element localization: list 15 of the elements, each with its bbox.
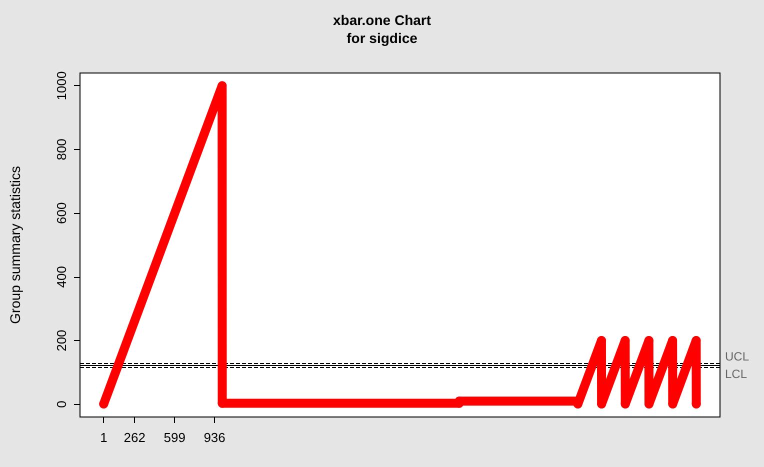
y-tick-label: 1000	[54, 71, 69, 100]
y-tick-label: 400	[54, 266, 69, 288]
x-tick-label: 1	[100, 430, 108, 445]
x-tick-label: 599	[164, 430, 186, 445]
ref-line-label: LCL	[725, 366, 748, 381]
x-tick-label: 262	[124, 430, 146, 445]
ref-line-label: UCL	[725, 349, 750, 364]
chart-subtitle: for sigdice	[346, 30, 418, 46]
y-tick-label: 800	[54, 138, 69, 160]
y-tick-label: 600	[54, 202, 69, 224]
chart-title: xbar.one Chart	[332, 12, 432, 28]
y-tick-label: 200	[54, 330, 69, 352]
y-axis-title: Group summary statistics	[7, 166, 23, 324]
y-tick-label: 0	[54, 400, 69, 408]
x-tick-label: 936	[204, 430, 226, 445]
